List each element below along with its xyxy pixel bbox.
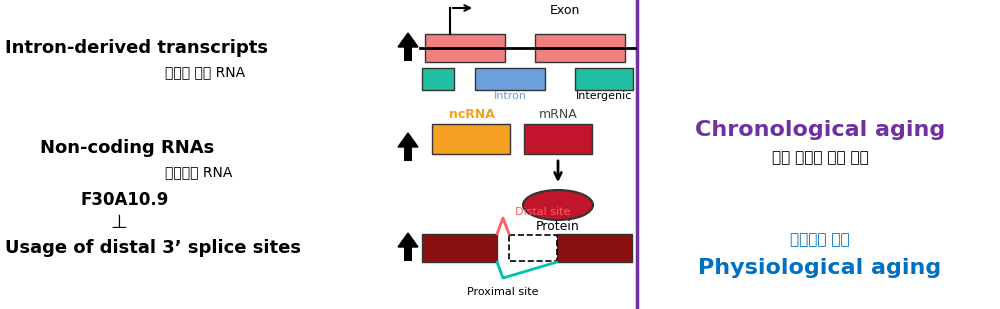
Text: Exon: Exon: [550, 3, 580, 16]
Text: 비암호화 RNA: 비암호화 RNA: [165, 165, 232, 179]
Bar: [422, 234, 497, 262]
Text: Intron-derived transcripts: Intron-derived transcripts: [5, 39, 268, 57]
Text: Protein: Protein: [536, 219, 580, 232]
Text: F30A10.9: F30A10.9: [80, 191, 168, 209]
Bar: [404, 47, 412, 61]
Text: Intergenic: Intergenic: [576, 91, 632, 101]
Text: mRNA: mRNA: [539, 108, 577, 121]
Bar: [535, 34, 625, 62]
Bar: [509, 235, 557, 261]
Bar: [557, 234, 632, 262]
Bar: [475, 68, 545, 90]
Text: Proximal site: Proximal site: [467, 287, 539, 297]
Text: Physiological aging: Physiological aging: [698, 258, 942, 278]
Polygon shape: [398, 133, 418, 147]
Text: Distal site: Distal site: [515, 207, 570, 217]
Text: Intron: Intron: [494, 91, 526, 101]
Text: 실제 나이에 따른 노화: 실제 나이에 따른 노화: [772, 150, 868, 166]
Text: ncRNA: ncRNA: [449, 108, 495, 121]
Text: Non-coding RNAs: Non-coding RNAs: [40, 139, 214, 157]
Text: Chronological aging: Chronological aging: [695, 120, 945, 140]
Bar: [432, 124, 510, 154]
Polygon shape: [398, 233, 418, 247]
Bar: [404, 147, 412, 161]
Bar: [524, 124, 592, 154]
Polygon shape: [398, 33, 418, 47]
Text: 생물학적 노화: 생물학적 노화: [790, 232, 850, 248]
Bar: [575, 68, 633, 90]
Text: 인트론 유래 RNA: 인트론 유래 RNA: [165, 65, 245, 79]
Bar: [422, 68, 454, 90]
Bar: [425, 34, 505, 62]
Text: Usage of distal 3’ splice sites: Usage of distal 3’ splice sites: [5, 239, 301, 257]
Bar: [404, 247, 412, 261]
Text: ⊥: ⊥: [110, 213, 127, 231]
Ellipse shape: [523, 190, 593, 220]
